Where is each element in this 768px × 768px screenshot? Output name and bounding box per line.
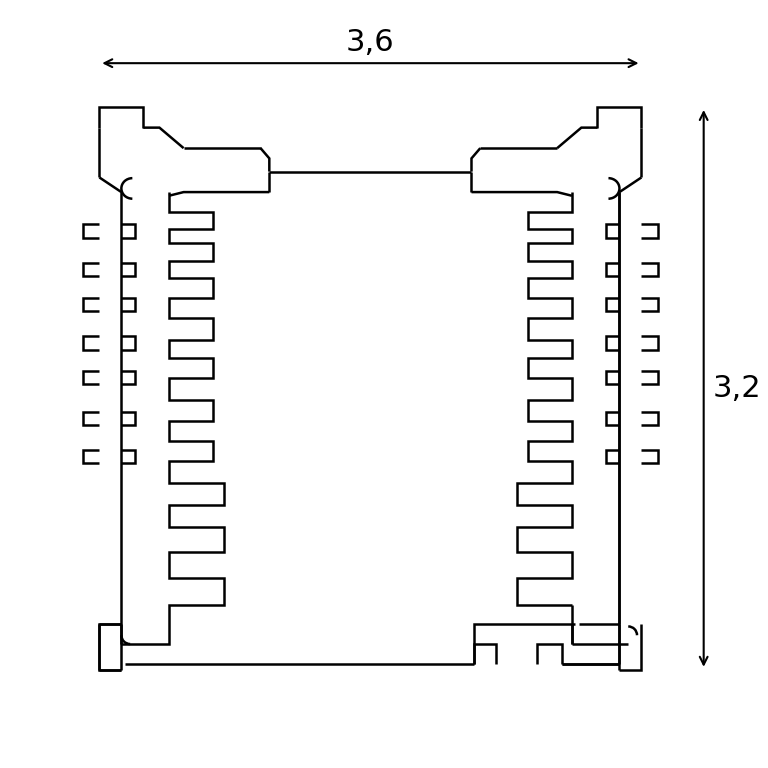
Text: 3,2: 3,2 <box>713 374 761 403</box>
Text: 3,6: 3,6 <box>346 28 395 58</box>
